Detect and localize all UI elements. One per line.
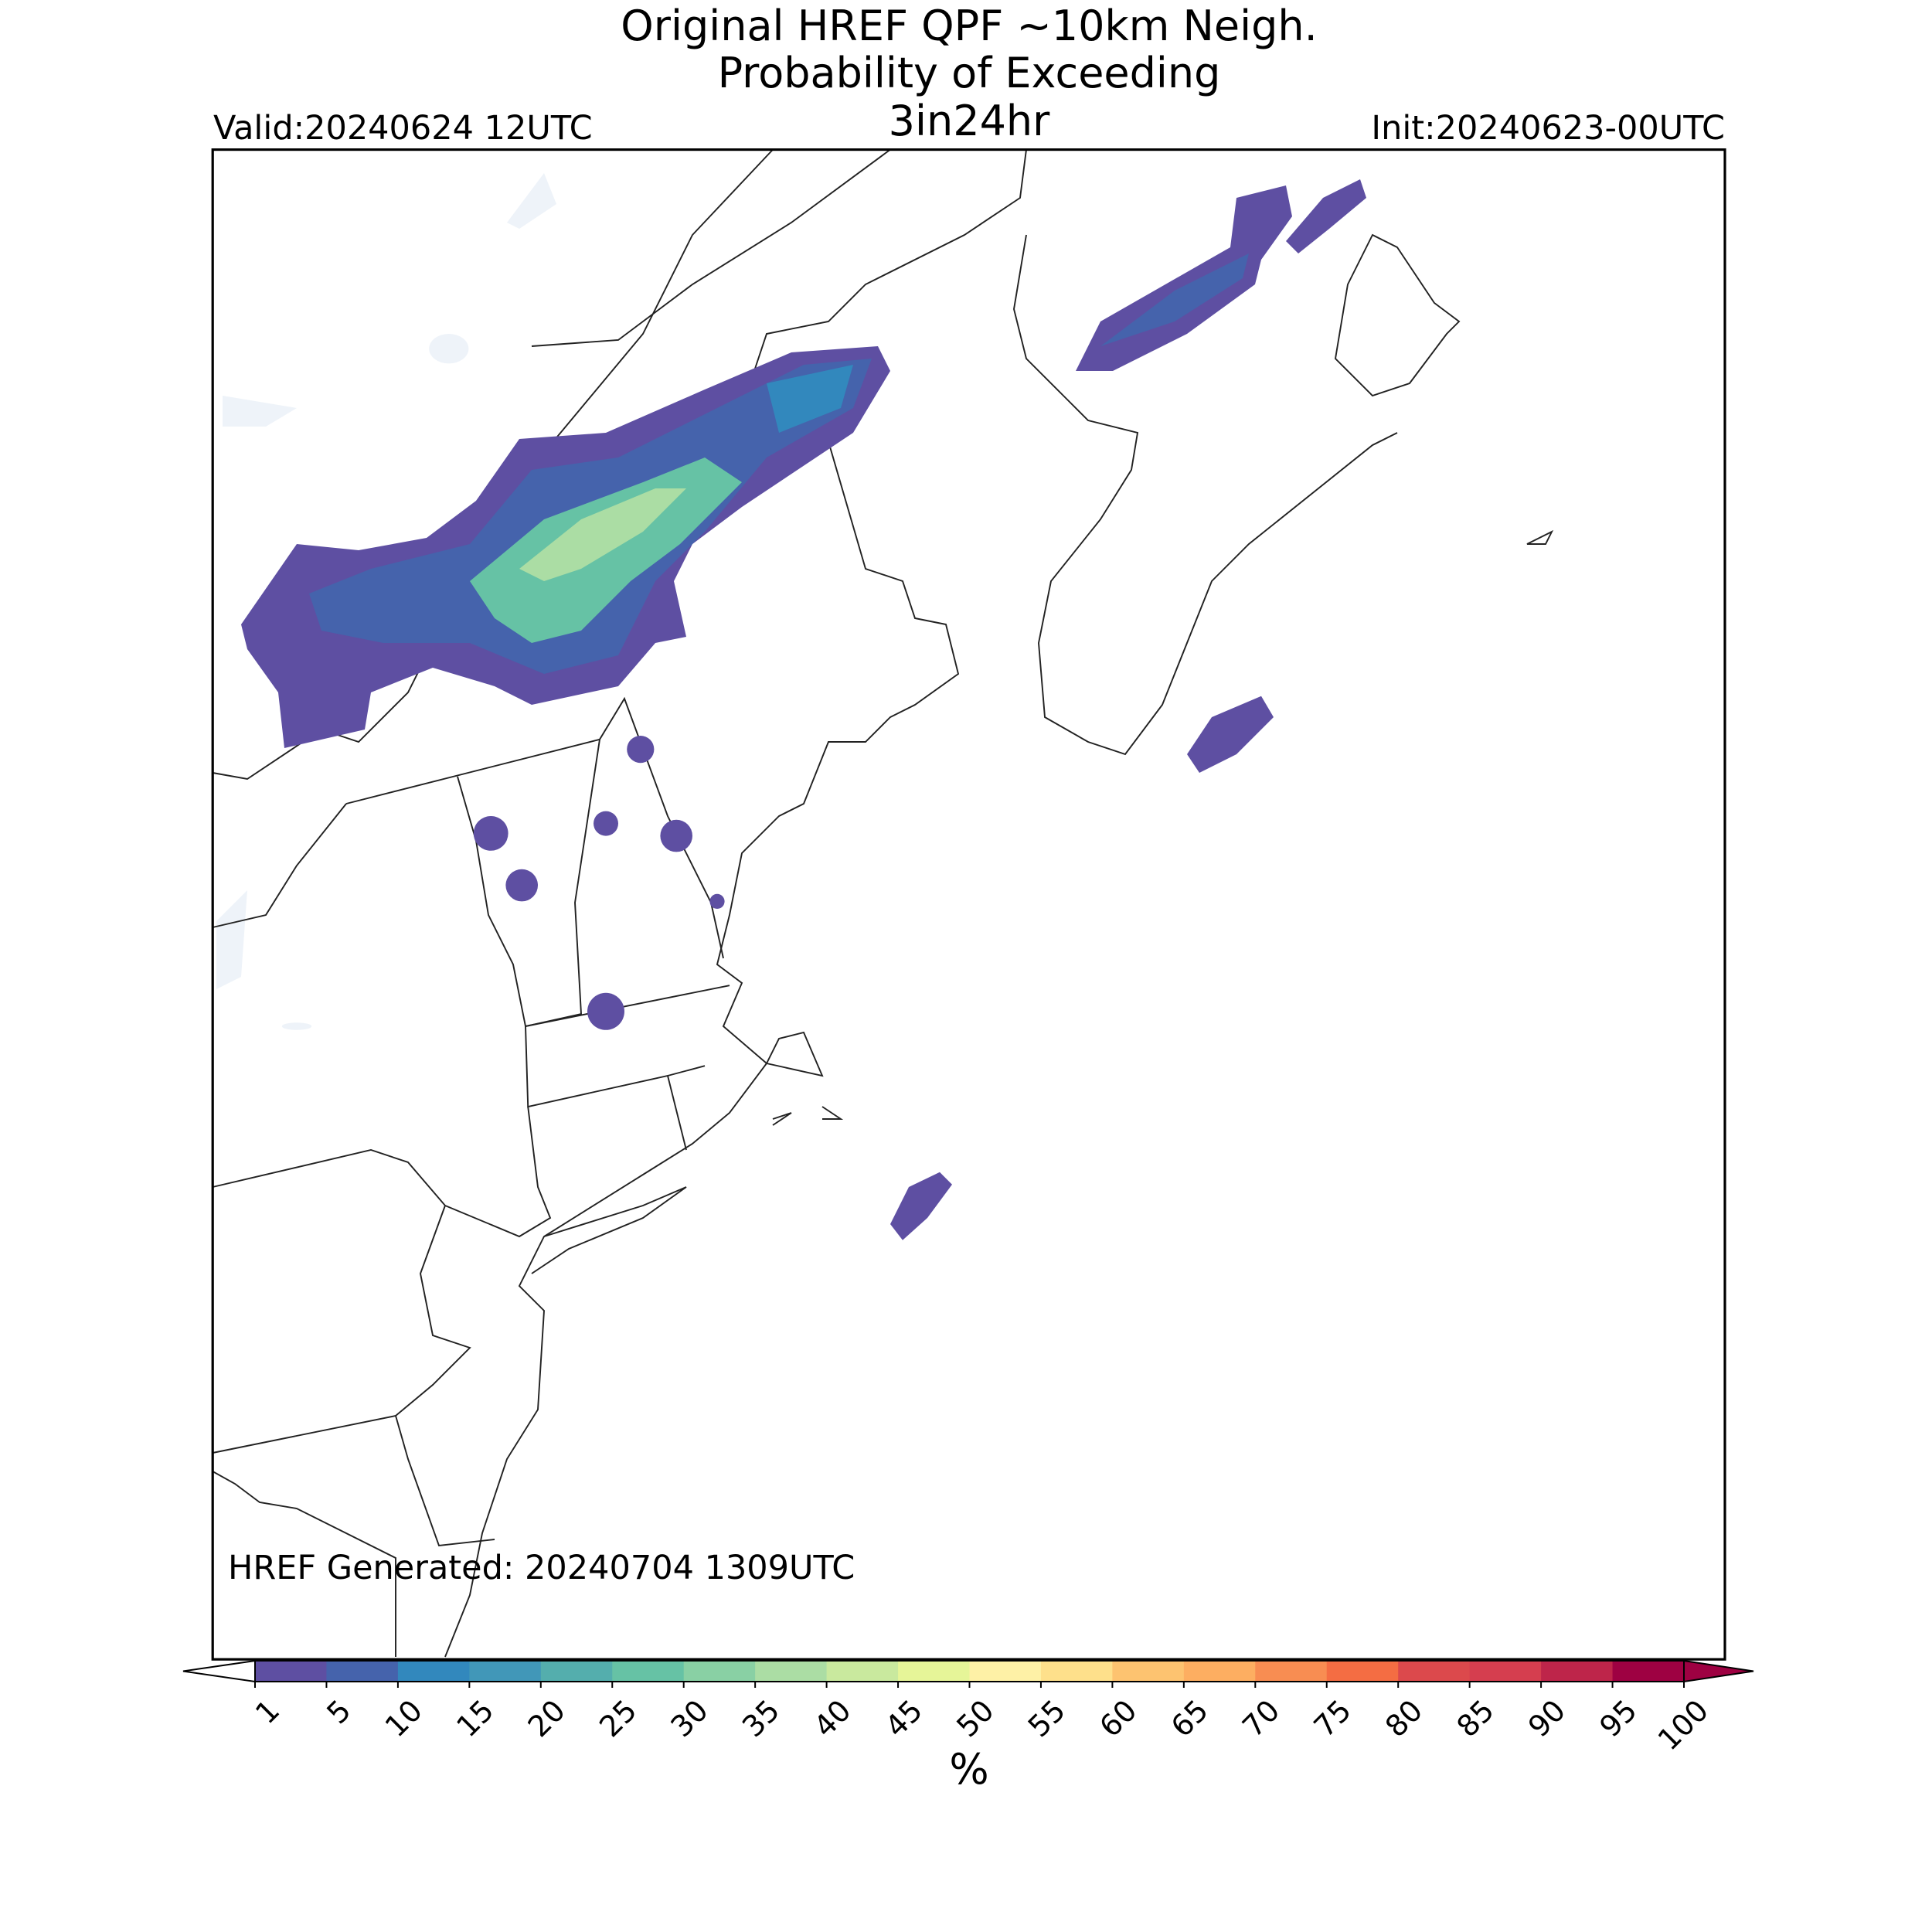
colorbar-under (182, 1659, 256, 1683)
colorbar-segment (683, 1661, 756, 1682)
colorbar-segment (755, 1661, 828, 1682)
colorbar-tick-label: 50 (950, 1693, 1000, 1743)
colorbar-tick-label: 65 (1165, 1693, 1215, 1743)
colorbar-segment (1398, 1661, 1471, 1682)
init-time: Init:20240623-00UTC (1371, 109, 1725, 148)
colorbar-segment (255, 1661, 327, 1682)
colorbar-tick-label: 25 (593, 1693, 643, 1743)
colorbar-segment (1183, 1661, 1256, 1682)
colorbar-segment (1255, 1661, 1328, 1682)
map (211, 148, 1726, 1661)
title-line: Probability of Exceeding (718, 49, 1221, 97)
colorbar-tick-label: 95 (1593, 1693, 1643, 1743)
map-frame-bg (213, 149, 1726, 1660)
colorbar-tick-label: 45 (879, 1693, 929, 1743)
colorbar-tick-label: 10 (379, 1693, 429, 1743)
colorbar-segment (969, 1661, 1042, 1682)
colorbar-tick-label: 100 (1651, 1693, 1715, 1757)
colorbar-tick-label: 1 (249, 1693, 286, 1730)
colorbar: 1 5 10 15 20 25 30 35 40 45 50 55 60 65 70 75 80 85 90 95 10… (182, 1659, 1754, 1757)
colorbar-tick-label: 20 (522, 1693, 572, 1743)
coastlines (212, 148, 1554, 1658)
colorbar-segment (540, 1661, 613, 1682)
colorbar-segment (1326, 1661, 1399, 1682)
colorbar-segment (469, 1661, 542, 1682)
colorbar-segment (898, 1661, 970, 1682)
colorbar-tick-label: 30 (665, 1693, 715, 1743)
generated-time: HREF Generated: 20240704 1309UTC (228, 1549, 855, 1587)
title-line: Original HREF QPF ~10km Neigh. (621, 2, 1318, 50)
colorbar-tick-label: 80 (1379, 1693, 1429, 1743)
colorbar-tick-label: 35 (736, 1693, 786, 1743)
colorbar-tick-label: 60 (1093, 1693, 1143, 1743)
colorbar-segment (397, 1661, 470, 1682)
colorbar-tick-label: 5 (320, 1693, 357, 1730)
valid-time: Valid:20240624 12UTC (213, 109, 593, 148)
colorbar-tick-label: 15 (450, 1693, 500, 1743)
lakes (216, 173, 556, 1030)
colorbar-tick-label: 55 (1022, 1693, 1072, 1743)
colorbar-segment (1040, 1661, 1113, 1682)
colorbar-segment (1112, 1661, 1185, 1682)
colorbar-tick-label: 40 (807, 1693, 857, 1743)
colorbar-segment (1612, 1661, 1685, 1682)
colorbar-tick-label: 70 (1236, 1693, 1286, 1743)
colorbar-label: % (949, 1745, 988, 1794)
colorbar-segment (326, 1661, 399, 1682)
colorbar-segment (1541, 1661, 1614, 1682)
title-line: 3in24hr (889, 97, 1051, 145)
colorbar-tick-label: 90 (1522, 1693, 1572, 1743)
colorbar-tick-label: 75 (1308, 1693, 1358, 1743)
colorbar-segment (826, 1661, 899, 1682)
colorbar-over (1683, 1659, 1754, 1683)
probability-areas (241, 179, 1366, 1240)
colorbar-tick-label: 85 (1451, 1693, 1501, 1743)
colorbar-segment (612, 1661, 685, 1682)
map-frame (211, 148, 1726, 1661)
colorbar-segment (1469, 1661, 1542, 1682)
